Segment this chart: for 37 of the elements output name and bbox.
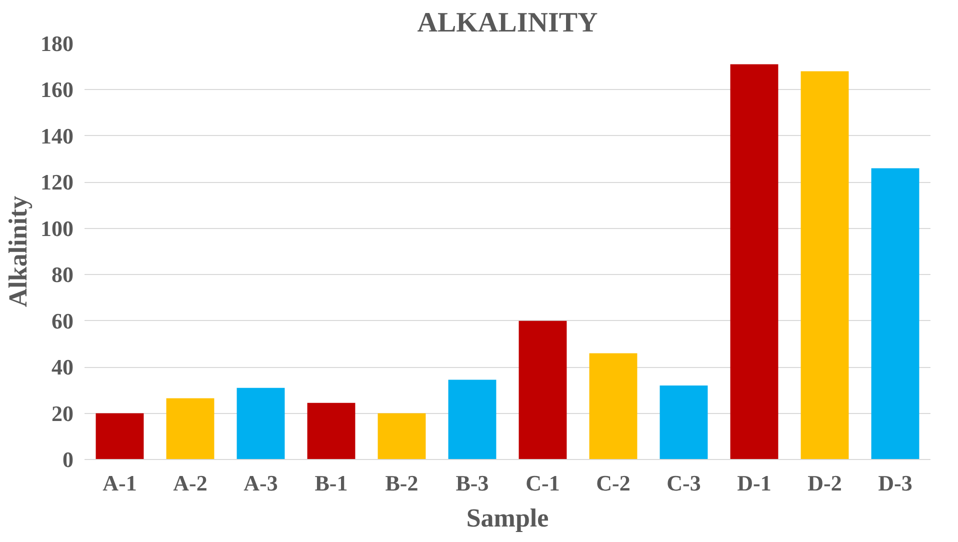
x-tick-label: A-3 (244, 470, 278, 496)
y-tick-label: 20 (52, 400, 74, 426)
x-tick-label: B-1 (314, 470, 348, 496)
bar (378, 413, 426, 460)
bar (800, 71, 849, 460)
y-axis-title: Alkalinity (4, 196, 32, 308)
y-tick-label: 80 (52, 262, 74, 288)
x-tick-label: B-2 (385, 470, 418, 496)
x-tick-label: C-2 (596, 470, 630, 496)
x-tick-label: A-1 (102, 470, 137, 496)
x-tick-label: D-3 (878, 470, 912, 496)
y-tick-label: 120 (40, 170, 74, 195)
y-tick-label: 0 (62, 447, 74, 472)
x-axis-title: Sample (466, 504, 549, 532)
bar (871, 168, 920, 460)
y-tick-label: 60 (52, 308, 74, 334)
bar (589, 353, 638, 460)
bar (518, 320, 567, 460)
y-tick-label: 40 (52, 354, 74, 380)
x-tick-label: C-3 (666, 470, 701, 496)
bar (96, 413, 144, 460)
bar (448, 380, 496, 460)
chart-title: ALKALINITY (417, 8, 598, 38)
x-tick-label: D-2 (808, 470, 842, 496)
y-tick-label: 100 (40, 216, 74, 241)
bar (307, 402, 356, 460)
bar (236, 388, 285, 460)
x-tick-label: C-1 (526, 470, 560, 496)
y-tick-label: 160 (40, 77, 74, 102)
bar (166, 398, 214, 460)
x-tick-label: D-1 (737, 470, 772, 496)
x-tick-label: B-3 (456, 470, 489, 496)
bar (660, 386, 708, 460)
x-tick-label: A-2 (173, 470, 208, 496)
y-tick-label: 140 (40, 123, 74, 148)
bar (730, 64, 778, 460)
y-tick-label: 180 (40, 31, 74, 56)
